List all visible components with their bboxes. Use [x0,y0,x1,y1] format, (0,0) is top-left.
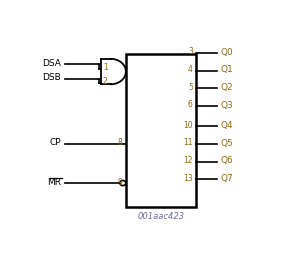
Text: DSA: DSA [42,59,61,68]
Text: 9: 9 [118,178,122,186]
Text: 8: 8 [118,138,122,147]
Text: 1: 1 [103,63,107,72]
Text: 001aac423: 001aac423 [137,212,184,221]
Text: 10: 10 [183,121,193,130]
Text: Q0: Q0 [220,48,233,57]
Text: Q2: Q2 [220,83,233,92]
Text: Q7: Q7 [220,174,233,183]
Text: Q1: Q1 [220,66,233,74]
Text: 6: 6 [188,100,193,109]
Text: 5: 5 [188,83,193,92]
Text: Q6: Q6 [220,156,233,165]
Text: 13: 13 [183,174,193,183]
Text: 2: 2 [103,77,107,87]
Circle shape [120,181,126,186]
Text: Q3: Q3 [220,101,233,110]
Bar [126,54,196,207]
Text: Q4: Q4 [220,121,233,130]
Text: MR: MR [47,178,61,186]
Text: 4: 4 [188,65,193,74]
Text: 11: 11 [183,138,193,147]
Text: CP: CP [49,138,61,147]
Text: 3: 3 [188,47,193,56]
Text: Q5: Q5 [220,139,233,148]
Text: 12: 12 [183,156,193,165]
Text: DSB: DSB [42,73,61,82]
